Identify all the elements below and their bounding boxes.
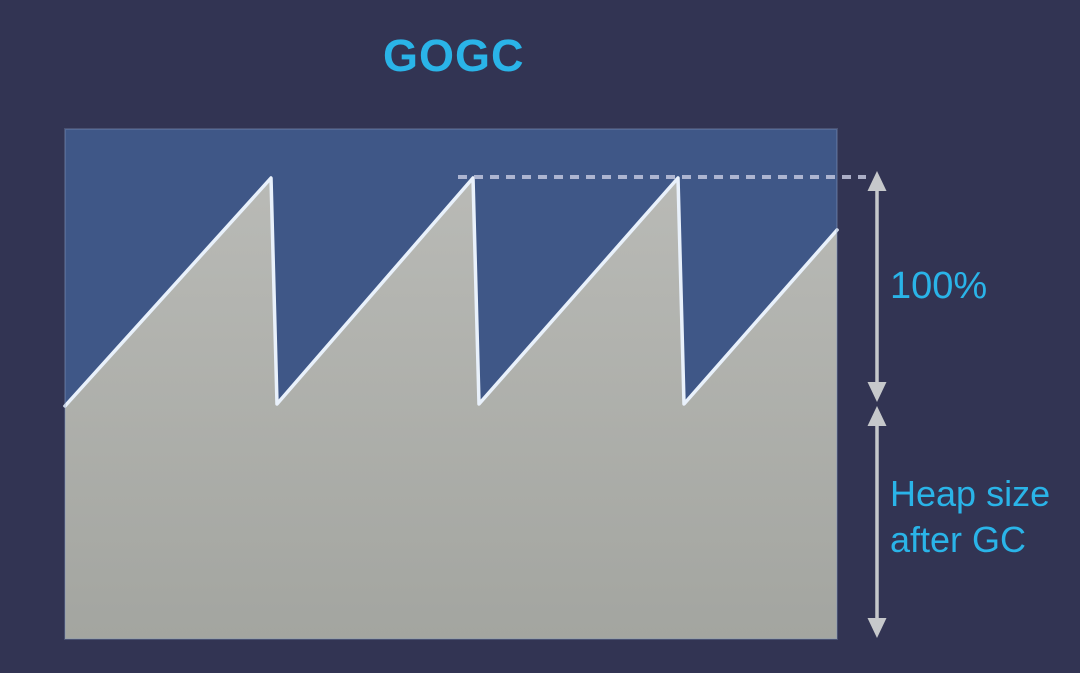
chart-frame: [64, 128, 838, 640]
heap-usage-line: [63, 176, 839, 408]
heap-after-gc-arrow: [867, 406, 887, 638]
heap-usage-area: [65, 178, 837, 639]
arrow-up-icon: [867, 406, 887, 426]
heap-after-gc-label-line1: Heap size: [890, 473, 1051, 514]
gc-growth-label: 100%: [890, 265, 988, 307]
page-title: GOGC: [383, 30, 525, 81]
gc-growth-arrow: [867, 171, 887, 402]
heap-after-gc-label-line2: after GC: [890, 519, 1027, 560]
heap-after-gc-label: Heap size after GC: [890, 471, 1050, 563]
arrow-down-icon: [867, 618, 887, 638]
arrow-up-icon: [867, 171, 887, 191]
arrow-down-icon: [867, 382, 887, 402]
